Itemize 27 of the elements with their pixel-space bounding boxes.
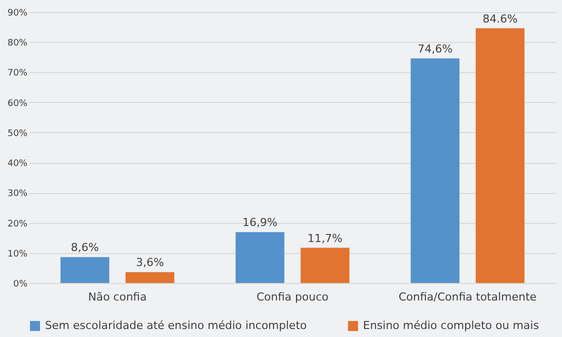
data-label: 74,6%: [418, 42, 453, 56]
x-tick-label: Confia pouco: [256, 290, 329, 304]
y-tick-label: 10%: [7, 249, 28, 260]
y-tick-label: 40%: [7, 159, 28, 170]
bar: [300, 248, 350, 283]
data-label: 11,7%: [308, 232, 342, 245]
legend-label: Sem escolaridade até ensino médio incompleto: [45, 319, 308, 332]
bar: [236, 232, 284, 283]
data-label: 8,6%: [70, 241, 99, 254]
legend-label: Ensino médio completo ou mais: [363, 319, 540, 332]
y-tick-label: 70%: [7, 68, 28, 79]
bar: [126, 272, 174, 283]
y-tick-label: 0%: [13, 280, 28, 290]
x-tick-label: Não confia: [88, 290, 147, 304]
bar: [410, 58, 460, 283]
data-label: 3,6%: [136, 256, 164, 270]
data-label: 16,9%: [242, 216, 278, 230]
y-tick-label: 60%: [7, 98, 28, 109]
y-tick-label: 50%: [7, 128, 28, 139]
data-label: 84.6%: [482, 12, 518, 26]
bar: [60, 257, 110, 283]
y-tick-label: 30%: [7, 189, 28, 200]
x-tick-label: Confia/Confia totalmente: [398, 290, 537, 304]
y-tick-label: 20%: [7, 219, 28, 230]
y-tick-label: 80%: [7, 38, 28, 49]
bar: [476, 28, 524, 283]
y-tick-label: 90%: [7, 8, 28, 18]
